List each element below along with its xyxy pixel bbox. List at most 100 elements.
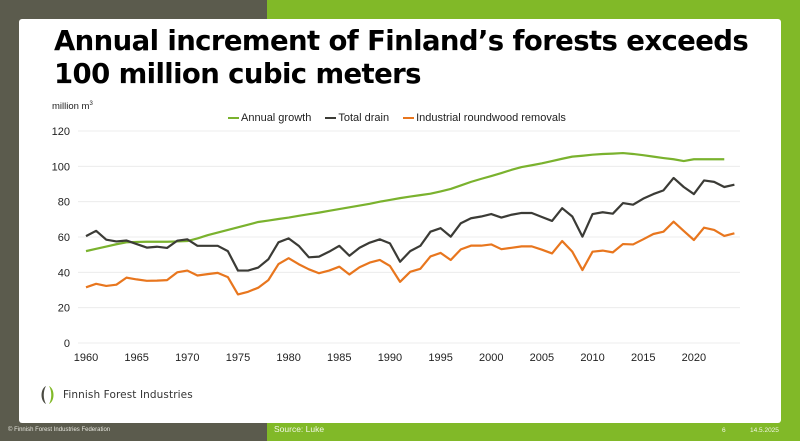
data-point-total-drain-2007 bbox=[561, 207, 563, 209]
data-point-annual-growth-1979 bbox=[277, 218, 279, 220]
series-line-total-drain bbox=[85, 176, 735, 272]
data-point-total-drain-1995 bbox=[440, 227, 442, 229]
data-point-total-drain-2012 bbox=[612, 213, 614, 215]
data-point-industrial-roundwood-removals-1986 bbox=[348, 273, 350, 275]
data-point-annual-growth-2014 bbox=[632, 153, 634, 155]
data-point-annual-growth-2005 bbox=[541, 162, 543, 164]
data-point-total-drain-2017 bbox=[662, 189, 664, 191]
data-point-industrial-roundwood-removals-2009 bbox=[581, 269, 583, 271]
data-point-annual-growth-2015 bbox=[642, 154, 644, 156]
data-point-annual-growth-2012 bbox=[612, 153, 614, 155]
x-tick-label: 1965 bbox=[124, 352, 148, 364]
logo-text: Finnish Forest Industries bbox=[63, 389, 193, 401]
data-point-total-drain-1970 bbox=[186, 238, 188, 240]
data-point-industrial-roundwood-removals-1998 bbox=[470, 245, 472, 247]
data-point-total-drain-1988 bbox=[369, 242, 371, 244]
slide-title: Annual increment of Finland’s forests ex… bbox=[54, 25, 754, 91]
data-point-annual-growth-2023 bbox=[723, 158, 725, 160]
data-point-industrial-roundwood-removals-1976 bbox=[247, 291, 249, 293]
x-tick-label: 1980 bbox=[276, 352, 300, 364]
data-point-annual-growth-1991 bbox=[399, 197, 401, 199]
data-point-total-drain-1964 bbox=[126, 240, 128, 242]
data-point-total-drain-1961 bbox=[95, 230, 97, 232]
data-point-total-drain-1967 bbox=[156, 246, 158, 248]
data-point-annual-growth-2013 bbox=[622, 152, 624, 154]
data-point-total-drain-2010 bbox=[592, 213, 594, 215]
data-point-annual-growth-1966 bbox=[146, 241, 148, 243]
data-point-industrial-roundwood-removals-1975 bbox=[237, 293, 239, 295]
x-tick-label: 1970 bbox=[175, 352, 199, 364]
y-tick-label: 120 bbox=[52, 126, 70, 138]
data-point-industrial-roundwood-removals-1990 bbox=[389, 265, 391, 267]
y-tick-label: 40 bbox=[58, 267, 70, 279]
data-point-industrial-roundwood-removals-2012 bbox=[612, 251, 614, 253]
data-point-total-drain-1966 bbox=[146, 247, 148, 249]
footer-copyright: © Finnish Forest Industries Federation bbox=[8, 427, 111, 433]
data-point-total-drain-1975 bbox=[237, 270, 239, 272]
data-point-industrial-roundwood-removals-1970 bbox=[186, 270, 188, 272]
data-point-annual-growth-2011 bbox=[602, 153, 604, 155]
data-point-annual-growth-1972 bbox=[207, 234, 209, 236]
data-point-annual-growth-1980 bbox=[288, 217, 290, 219]
data-point-annual-growth-2001 bbox=[500, 172, 502, 174]
data-point-annual-growth-2002 bbox=[511, 169, 513, 171]
legend-swatch-annual-growth bbox=[228, 117, 239, 119]
data-point-annual-growth-1990 bbox=[389, 199, 391, 201]
data-point-annual-growth-1973 bbox=[217, 232, 219, 234]
data-point-annual-growth-1963 bbox=[115, 243, 117, 245]
data-point-industrial-roundwood-removals-1972 bbox=[207, 273, 209, 275]
data-point-total-drain-1996 bbox=[450, 236, 452, 238]
data-point-total-drain-2019 bbox=[683, 186, 685, 188]
data-point-industrial-roundwood-removals-2001 bbox=[500, 248, 502, 250]
data-point-industrial-roundwood-removals-1996 bbox=[450, 259, 452, 261]
data-point-total-drain-1971 bbox=[196, 245, 198, 247]
title-line-2: 100 million cubic meters bbox=[54, 58, 421, 90]
data-point-annual-growth-2022 bbox=[713, 158, 715, 160]
legend-item-industrial-removals: Industrial roundwood removals bbox=[403, 112, 566, 124]
legend-label-total-drain: Total drain bbox=[338, 112, 390, 124]
data-point-total-drain-2024 bbox=[733, 184, 735, 186]
y-tick-label: 80 bbox=[58, 197, 70, 209]
data-point-total-drain-1987 bbox=[359, 247, 361, 249]
chart-legend: Annual growth Total drain Industrial rou… bbox=[228, 112, 566, 124]
data-point-annual-growth-2016 bbox=[652, 156, 654, 158]
data-point-annual-growth-2009 bbox=[581, 155, 583, 157]
y-tick-label: 60 bbox=[58, 232, 70, 244]
data-point-annual-growth-1985 bbox=[338, 208, 340, 210]
x-tick-label: 1975 bbox=[226, 352, 250, 364]
series-line-annual-growth bbox=[85, 151, 725, 253]
data-point-industrial-roundwood-removals-1964 bbox=[126, 277, 128, 279]
x-tick-label: 2010 bbox=[580, 352, 604, 364]
data-point-industrial-roundwood-removals-1977 bbox=[257, 287, 259, 289]
data-point-annual-growth-1993 bbox=[419, 194, 421, 196]
data-point-annual-growth-1967 bbox=[156, 241, 158, 243]
data-point-annual-growth-1983 bbox=[318, 212, 320, 214]
data-point-industrial-roundwood-removals-1985 bbox=[338, 266, 340, 268]
data-point-industrial-roundwood-removals-2023 bbox=[723, 235, 725, 237]
data-point-annual-growth-1986 bbox=[348, 206, 350, 208]
data-point-total-drain-1991 bbox=[399, 261, 401, 263]
data-point-industrial-roundwood-removals-1991 bbox=[399, 281, 401, 283]
data-point-annual-growth-1981 bbox=[298, 215, 300, 217]
data-point-annual-growth-1982 bbox=[308, 213, 310, 215]
data-point-total-drain-1978 bbox=[267, 258, 269, 260]
data-point-total-drain-1973 bbox=[217, 245, 219, 247]
legend-swatch-total-drain bbox=[325, 117, 337, 119]
data-point-total-drain-1981 bbox=[298, 245, 300, 247]
data-point-industrial-roundwood-removals-2011 bbox=[602, 250, 604, 252]
data-point-total-drain-1974 bbox=[227, 250, 229, 252]
data-point-annual-growth-1974 bbox=[227, 229, 229, 231]
data-point-industrial-roundwood-removals-2017 bbox=[662, 231, 664, 233]
legend-item-total-drain: Total drain bbox=[325, 112, 389, 124]
x-tick-label: 2015 bbox=[631, 352, 655, 364]
data-point-total-drain-1998 bbox=[470, 217, 472, 219]
data-point-total-drain-1969 bbox=[176, 240, 178, 242]
data-point-annual-growth-1988 bbox=[369, 203, 371, 205]
data-point-total-drain-1997 bbox=[460, 222, 462, 224]
data-point-total-drain-1965 bbox=[136, 243, 138, 245]
data-point-total-drain-2001 bbox=[500, 217, 502, 219]
data-point-industrial-roundwood-removals-1968 bbox=[166, 279, 168, 281]
data-point-annual-growth-1999 bbox=[480, 178, 482, 180]
data-point-industrial-roundwood-removals-2013 bbox=[622, 243, 624, 245]
